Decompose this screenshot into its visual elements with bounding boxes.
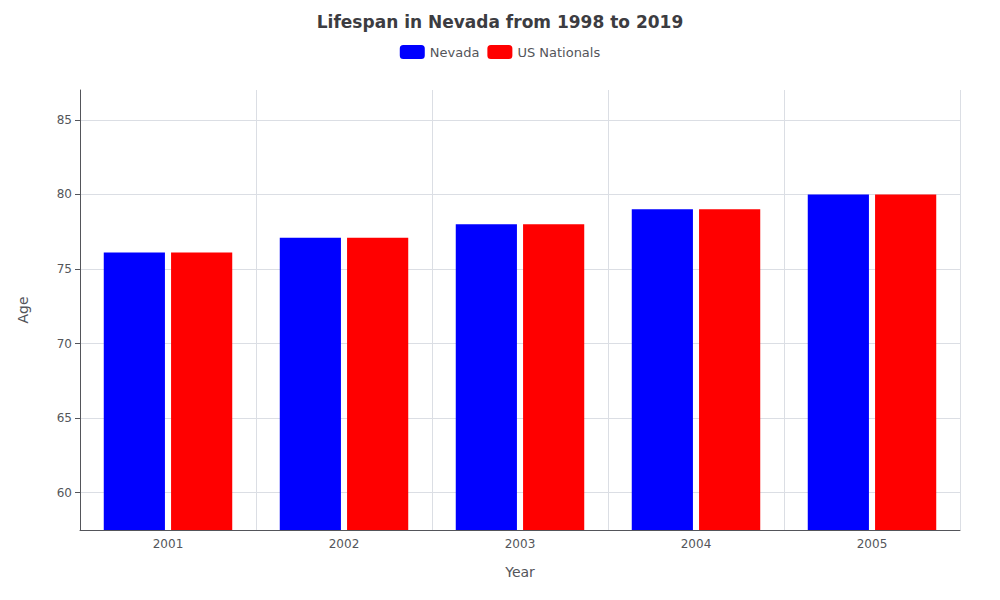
svg-text:80: 80 xyxy=(57,187,72,201)
svg-text:60: 60 xyxy=(57,486,72,500)
svg-text:2003: 2003 xyxy=(505,537,536,551)
svg-text:US Nationals: US Nationals xyxy=(517,45,600,60)
svg-text:70: 70 xyxy=(57,337,72,351)
svg-text:75: 75 xyxy=(57,262,72,276)
svg-text:Lifespan in Nevada from 1998 t: Lifespan in Nevada from 1998 to 2019 xyxy=(317,12,683,32)
svg-text:2004: 2004 xyxy=(681,537,712,551)
svg-text:2005: 2005 xyxy=(857,537,888,551)
svg-text:Nevada: Nevada xyxy=(430,45,480,60)
svg-text:Age: Age xyxy=(15,296,31,323)
svg-text:2002: 2002 xyxy=(329,537,360,551)
svg-text:2001: 2001 xyxy=(153,537,184,551)
svg-text:65: 65 xyxy=(57,411,72,425)
svg-text:Year: Year xyxy=(504,564,535,580)
svg-text:85: 85 xyxy=(57,113,72,127)
